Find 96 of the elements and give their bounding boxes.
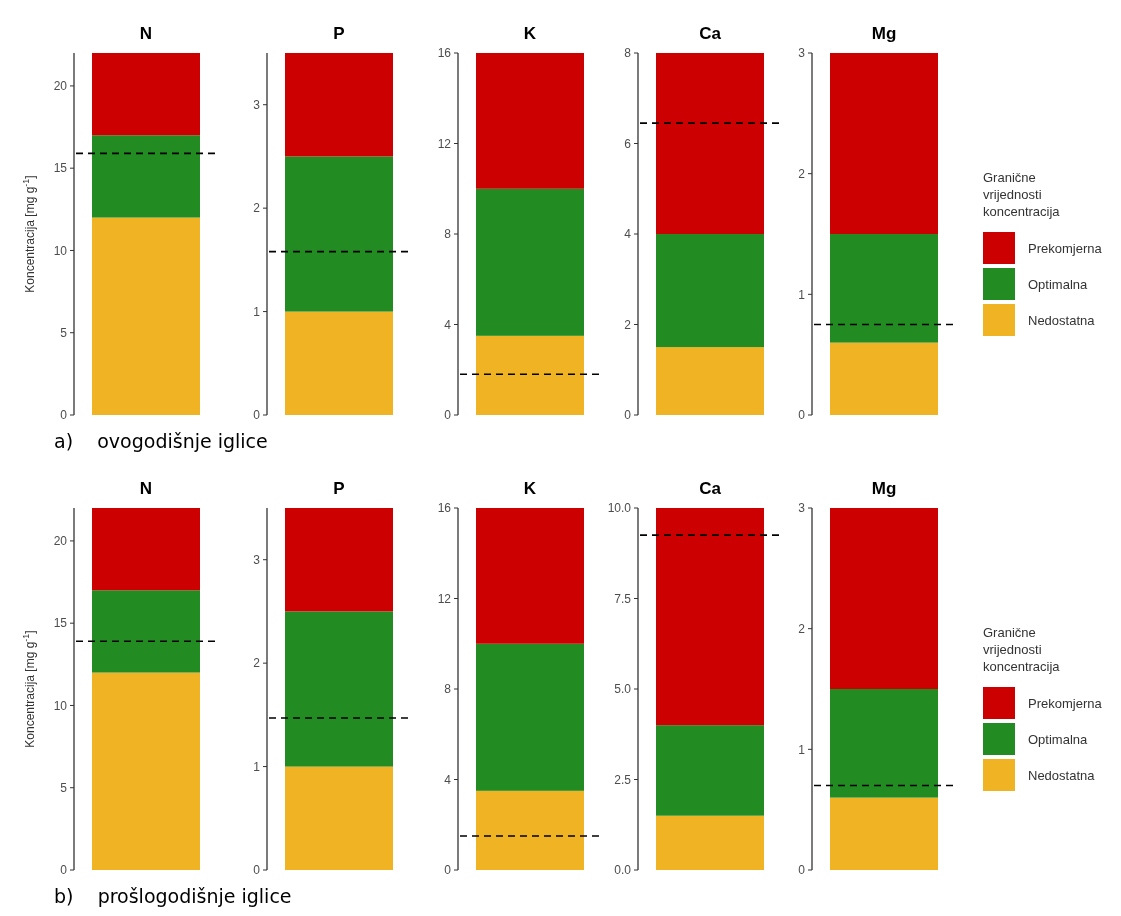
bar [476, 508, 584, 644]
bar [285, 53, 393, 157]
chart-title: Ca [699, 24, 722, 43]
y-tick-label: 8 [444, 682, 452, 697]
text: Prekomjerna [1028, 695, 1103, 711]
text: Prekomjerna [1028, 240, 1103, 256]
y-tick-label: 1 [253, 304, 261, 319]
bar [830, 342, 938, 415]
y-tick-label: 4 [444, 772, 452, 787]
bar [656, 347, 764, 415]
text: b) prošlogodišnje iglice [54, 885, 292, 907]
y-tick-label: 4 [444, 317, 452, 332]
legend-title: Granične vrijednosti koncentracija [983, 625, 1061, 674]
y-tick-label: 2 [624, 317, 632, 332]
bar [476, 53, 584, 189]
bar [476, 790, 584, 870]
y-tick-label: 3 [253, 97, 261, 112]
bar [285, 156, 393, 312]
y-tick-label: 5 [60, 325, 68, 340]
chart-title: P [333, 24, 345, 43]
bar [830, 234, 938, 343]
y-tick-label: 15 [53, 161, 68, 176]
y-tick-label: 20 [53, 79, 68, 94]
y-tick-label: 16 [437, 501, 452, 516]
bar [285, 611, 393, 767]
y-tick-label: 0 [444, 863, 452, 878]
y-tick-label: 20 [53, 534, 68, 549]
bar [285, 311, 393, 415]
y-tick-label: 0 [798, 863, 806, 878]
chart-title: N [139, 24, 153, 43]
bar [92, 590, 200, 673]
y-tick-label: 3 [798, 501, 806, 516]
y-tick-label: 1 [798, 742, 806, 757]
chart-title: K [523, 479, 537, 498]
y-tick-label: 8 [624, 46, 632, 61]
bar [285, 508, 393, 612]
bar [92, 53, 200, 136]
y-tick-label: 3 [798, 46, 806, 61]
bar [656, 725, 764, 816]
bar [92, 672, 200, 870]
y-tick-label: 0 [798, 408, 806, 423]
text: Nedostatna [1028, 312, 1096, 328]
text: a) ovogodišnje iglice [54, 430, 268, 452]
text: Optimalna [1028, 731, 1089, 747]
y-tick-label: 1 [798, 287, 806, 302]
bar [830, 53, 938, 234]
y-tick-label: 6 [624, 136, 632, 151]
bar [656, 508, 764, 726]
chart-title: Ca [699, 479, 722, 498]
y-tick-label: 10 [53, 243, 68, 258]
chart-title: K [523, 24, 537, 43]
y-tick-label: 0 [60, 863, 68, 878]
bar [92, 508, 200, 591]
y-tick-label: 16 [437, 46, 452, 61]
bar [285, 766, 393, 870]
chart-title: Mg [871, 24, 897, 43]
y-tick-label: 1 [253, 759, 261, 774]
y-tick-label: 4 [624, 227, 632, 242]
bar [476, 643, 584, 791]
y-tick-label: 0.0 [614, 863, 632, 878]
chart-title: P [333, 479, 345, 498]
bar [830, 508, 938, 689]
chart-title: Mg [871, 479, 897, 498]
y-tick-label: 7.5 [614, 591, 632, 606]
y-tick-label: 5.0 [614, 682, 632, 697]
y-tick-label: 0 [60, 408, 68, 423]
bar [92, 135, 200, 218]
bar [656, 53, 764, 234]
y-tick-label: 10.0 [607, 501, 632, 516]
y-tick-label: 2.5 [614, 772, 632, 787]
y-tick-label: 0 [253, 408, 261, 423]
y-tick-label: 2 [253, 656, 261, 671]
text: Optimalna [1028, 276, 1089, 292]
chart-title: N [139, 479, 153, 498]
y-tick-label: 2 [253, 201, 261, 216]
bar [476, 335, 584, 415]
y-tick-label: 8 [444, 227, 452, 242]
y-tick-label: 2 [798, 621, 806, 636]
legend-title: Granične vrijednosti koncentracija [983, 170, 1061, 219]
y-tick-label: 3 [253, 552, 261, 567]
bar [476, 188, 584, 336]
y-tick-label: 15 [53, 616, 68, 631]
bar [92, 217, 200, 415]
y-tick-label: 0 [253, 863, 261, 878]
bar [830, 797, 938, 870]
y-tick-label: 0 [444, 408, 452, 423]
y-tick-label: 2 [798, 166, 806, 181]
text: Nedostatna [1028, 767, 1096, 783]
bar [830, 689, 938, 798]
y-tick-label: 10 [53, 698, 68, 713]
y-tick-label: 12 [437, 591, 452, 606]
bar [656, 815, 764, 870]
bar [656, 234, 764, 348]
y-tick-label: 0 [624, 408, 632, 423]
y-tick-label: 12 [437, 136, 452, 151]
y-tick-label: 5 [60, 780, 68, 795]
